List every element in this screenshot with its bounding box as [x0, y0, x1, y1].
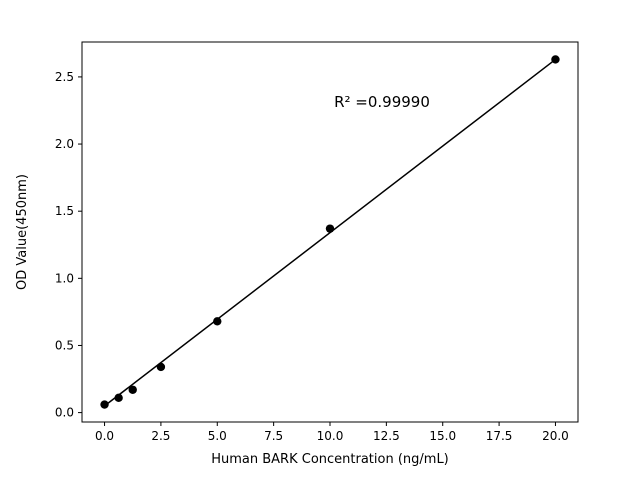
y-tick-label: 1.0 — [55, 271, 74, 285]
y-tick-label: 0.0 — [55, 406, 74, 420]
data-point — [114, 393, 123, 403]
x-tick-label: 15.0 — [429, 429, 456, 443]
y-tick-label: 2.5 — [55, 70, 74, 84]
y-tick-label: 0.5 — [55, 338, 74, 352]
y-tick-label: 1.5 — [55, 204, 74, 218]
data-point — [156, 362, 166, 372]
x-tick-label: 2.5 — [151, 429, 170, 443]
x-tick-label: 7.5 — [264, 429, 283, 443]
y-tick-label: 2.0 — [55, 137, 74, 151]
x-tick-label: 12.5 — [373, 429, 400, 443]
x-axis-label: Human BARK Concentration (ng/mL) — [211, 452, 449, 467]
x-axis-ticks: 0.0 2.5 5.0 7.5 10.0 12.5 15.0 17.5 20.0 — [95, 422, 569, 443]
y-axis-label: OD Value(450nm) — [15, 174, 30, 290]
x-tick-label: 17.5 — [486, 429, 513, 443]
x-tick-label: 20.0 — [542, 429, 569, 443]
r-squared-annotation: R² =0.99990 — [334, 93, 430, 111]
data-point — [551, 55, 560, 64]
data-point — [213, 317, 222, 326]
data-point — [100, 400, 109, 409]
y-axis-ticks: 0.0 0.5 1.0 1.5 2.0 2.5 — [55, 70, 82, 420]
x-tick-label: 0.0 — [95, 429, 114, 443]
data-layer — [100, 55, 560, 409]
x-tick-label: 5.0 — [208, 429, 227, 443]
x-tick-label: 10.0 — [317, 429, 344, 443]
data-point — [325, 224, 335, 233]
data-point — [128, 385, 137, 394]
